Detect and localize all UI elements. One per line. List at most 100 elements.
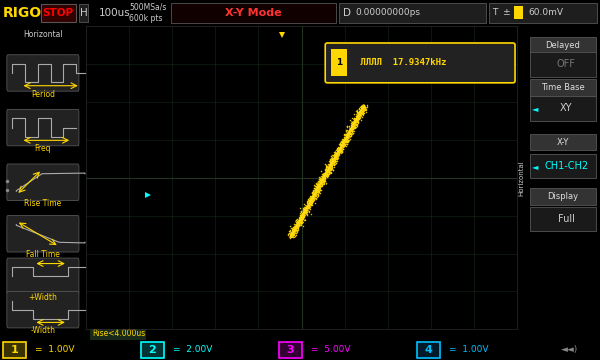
Point [350,121,359,127]
Point [342,134,352,139]
Point [355,114,364,120]
Point [284,230,294,236]
Point [322,168,332,174]
Text: +Width: +Width [28,293,58,302]
Point [308,192,318,198]
Point [332,149,342,155]
Point [357,106,367,112]
Point [345,125,355,131]
Point [350,119,359,125]
Point [298,212,307,218]
Point [296,220,306,226]
Point [300,202,310,208]
Point [331,152,341,157]
Point [298,214,307,220]
Point [353,112,363,118]
Point [323,171,332,176]
Point [326,165,336,171]
Point [304,203,314,209]
Point [287,230,297,236]
Point [320,172,329,178]
Point [313,186,322,192]
Point [343,135,352,141]
Point [296,216,306,221]
Point [331,153,341,159]
Point [295,216,304,221]
Point [350,119,359,125]
Point [289,228,298,234]
Point [302,199,312,205]
Point [332,150,342,156]
Point [301,207,310,213]
Point [331,155,340,161]
Point [349,118,358,123]
Point [335,141,345,147]
Point [357,103,367,109]
Point [289,226,299,232]
Point [343,127,352,132]
Point [319,174,329,179]
Point [316,179,326,185]
Point [296,217,305,223]
Point [337,143,347,148]
Point [326,162,335,168]
Point [318,176,328,182]
Point [356,104,366,110]
Point [299,212,309,218]
Point [326,156,336,162]
Point [336,147,346,153]
Point [359,104,368,110]
Point [291,221,301,227]
Point [328,156,337,162]
Point [309,194,319,199]
Point [340,134,349,140]
Point [335,148,344,154]
Point [309,192,319,198]
Point [328,160,337,166]
Point [325,164,335,170]
Point [318,175,328,181]
Point [335,149,345,155]
Point [310,188,320,194]
Point [297,213,307,219]
Point [295,217,305,222]
Point [298,212,308,217]
Point [330,154,340,160]
Point [313,185,323,191]
Point [289,232,298,238]
Point [349,123,359,129]
Point [343,135,352,140]
Point [308,193,317,199]
Point [290,226,299,232]
Point [352,107,362,113]
Point [355,109,365,114]
Point [319,177,328,183]
Point [337,143,346,149]
Point [308,192,317,198]
Point [296,217,305,222]
Point [318,174,328,179]
Point [353,114,362,120]
Point [297,215,307,221]
Point [334,146,343,152]
Point [317,181,327,186]
Point [310,189,320,194]
Point [317,180,326,186]
Point [355,111,365,117]
Point [327,159,337,165]
Point [316,181,325,187]
Point [290,230,300,235]
Point [343,130,352,136]
Point [317,180,327,186]
Point [321,181,331,186]
Point [287,231,297,237]
Point [325,164,334,170]
Point [314,185,323,191]
Point [335,147,345,153]
Point [293,220,303,226]
Point [314,184,324,190]
Point [291,222,301,228]
Point [299,215,308,221]
Point [293,221,302,227]
Text: Freq: Freq [35,144,51,153]
